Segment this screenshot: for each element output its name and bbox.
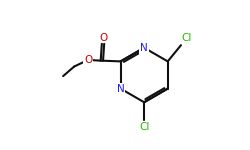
Text: N: N: [140, 43, 148, 53]
Text: O: O: [99, 33, 107, 43]
Text: Cl: Cl: [139, 122, 149, 132]
Text: O: O: [84, 55, 92, 65]
Text: Cl: Cl: [182, 33, 192, 43]
Text: N: N: [117, 84, 124, 94]
